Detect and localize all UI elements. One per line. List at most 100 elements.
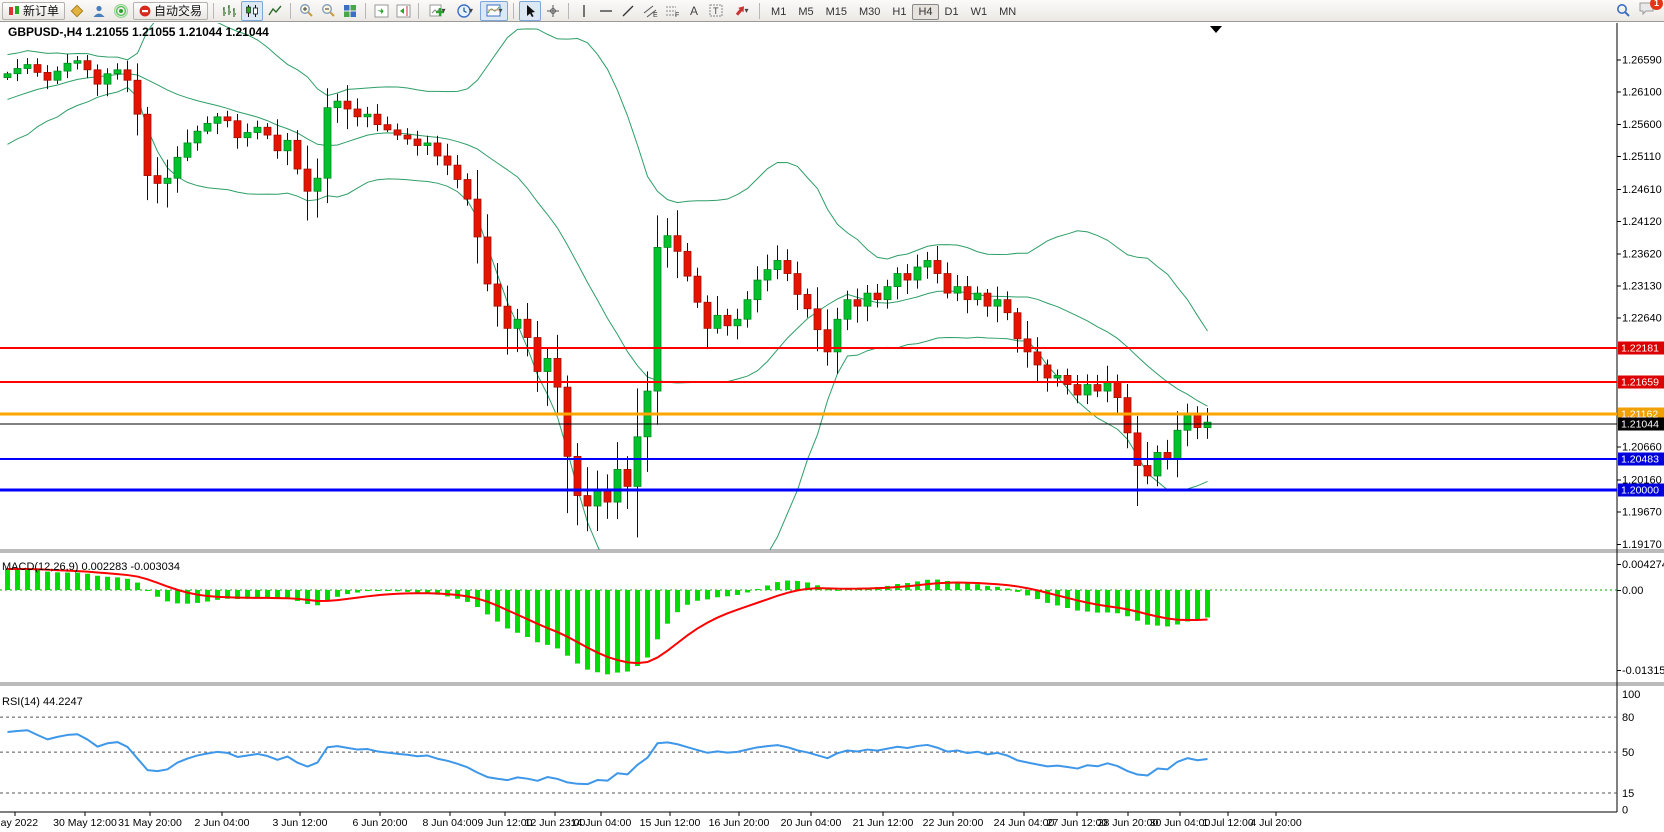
macd-axis-label: 0.00 <box>1622 585 1643 597</box>
fibonacci-tool-icon[interactable]: F <box>662 2 682 20</box>
price-axis-label: 1.25600 <box>1622 119 1662 131</box>
svg-text:F: F <box>675 12 679 18</box>
macd-axis-label: -0.013153 <box>1622 665 1664 677</box>
time-axis-label: 16 Jun 20:00 <box>709 817 770 829</box>
time-axis-label: 2 Jun 04:00 <box>195 817 250 829</box>
svg-text:1.22181: 1.22181 <box>1621 343 1659 355</box>
time-axis-label: 12 Jun 23:00 <box>525 817 586 829</box>
time-axis-label: 9 Jun 12:00 <box>478 817 533 829</box>
timeframe-M5[interactable]: M5 <box>798 5 814 18</box>
svg-text:E: E <box>653 12 658 18</box>
timeframe-W1[interactable]: W1 <box>970 5 988 18</box>
channel-tool-icon[interactable]: E <box>640 2 660 20</box>
timeframe-M15[interactable]: M15 <box>825 5 847 18</box>
auto-trading-label: 自动交易 <box>154 4 203 18</box>
timeframe-D1[interactable]: D1 <box>944 5 959 18</box>
macd-label: MACD(12,26,9) 0.002283 -0.003034 <box>2 561 180 573</box>
trendline-tool-icon[interactable] <box>618 2 638 20</box>
toolbar: 新订单 自动交易 ▾ <box>0 0 1664 22</box>
time-axis-label: 15 Jun 12:00 <box>640 817 701 829</box>
order-candles-icon <box>9 5 19 15</box>
time-axis-label: 1 Jul 12:00 <box>1202 817 1254 829</box>
svg-text:1.21659: 1.21659 <box>1621 377 1659 389</box>
price-badge-1.21044: 1.21044 <box>1618 417 1664 431</box>
timeframe-MN[interactable]: MN <box>999 5 1017 18</box>
line-chart-type-icon[interactable] <box>265 2 285 20</box>
time-axis-label: 30 Jun 04:00 <box>1150 817 1211 829</box>
time-axis-label: 3 Jun 12:00 <box>273 817 328 829</box>
price-axis-label: 1.24610 <box>1622 184 1662 196</box>
price-axis-label: 1.26100 <box>1622 86 1662 98</box>
market-icon[interactable] <box>67 2 87 20</box>
periods-button[interactable]: ▾ <box>452 2 478 20</box>
zoom-out-icon[interactable] <box>318 2 338 20</box>
price-axis-label: 1.23620 <box>1622 248 1662 260</box>
chart-shift-icon[interactable] <box>393 2 413 20</box>
tile-windows-icon[interactable] <box>340 2 360 20</box>
cursor-icon[interactable] <box>519 0 542 21</box>
new-chart-button[interactable]: ▾ <box>424 2 450 20</box>
rsi-axis-label: 50 <box>1622 747 1634 759</box>
svg-text:1.20000: 1.20000 <box>1621 485 1659 497</box>
community-icon[interactable] <box>89 2 109 20</box>
timeframe-H4[interactable]: H4 <box>912 3 939 20</box>
macd-pane <box>0 568 1617 675</box>
time-axis-label: 27 Jun 12:00 <box>1047 817 1108 829</box>
templates-button[interactable]: ▾ <box>480 0 509 21</box>
price-axis-label: 1.23130 <box>1622 280 1662 292</box>
price-badge-1.22181: 1.22181 <box>1618 341 1664 355</box>
svg-text:1.20483: 1.20483 <box>1621 454 1659 466</box>
text-tool-icon[interactable]: A <box>684 2 704 20</box>
timeframe-group: M1 M5 M15 M30 H1 H4 D1 W1 MN <box>765 2 1022 20</box>
vertical-line-tool-icon[interactable] <box>574 2 594 20</box>
horizontal-line-tool-icon[interactable] <box>596 2 616 20</box>
time-axis-label: 28 Jun 20:00 <box>1098 817 1159 829</box>
search-icon[interactable] <box>1613 2 1633 20</box>
price-axis-label: 1.25110 <box>1622 151 1661 163</box>
auto-scroll-icon[interactable] <box>371 2 391 20</box>
time-axis-label: May 2022 <box>0 817 38 829</box>
price-axis-label: 1.24120 <box>1622 216 1662 228</box>
price-badge-1.21659: 1.21659 <box>1618 375 1664 389</box>
timeframe-H1[interactable]: H1 <box>892 5 907 18</box>
time-axis-label: 4 Jul 20:00 <box>1250 817 1302 829</box>
rsi-axis-label: 80 <box>1622 712 1634 724</box>
time-axis-label: 20 Jun 04:00 <box>781 817 842 829</box>
price-axis-label: 1.19670 <box>1622 506 1662 518</box>
arrows-tool-icon[interactable]: ▾ <box>728 2 754 20</box>
price-badge-1.20000: 1.20000 <box>1618 483 1664 497</box>
candlestick-chart-type-icon[interactable] <box>241 0 264 21</box>
bar-chart-type-icon[interactable] <box>219 2 239 20</box>
new-order-button[interactable]: 新订单 <box>2 1 66 20</box>
price-axis-label: 1.22640 <box>1622 312 1662 324</box>
price-axis-label: 1.19170 <box>1622 539 1662 551</box>
auto-trading-button[interactable]: 自动交易 <box>133 1 209 20</box>
crosshair-icon[interactable] <box>543 2 563 20</box>
chart-ohlc-title: GBPUSD-,H4 1.21055 1.21055 1.21044 1.210… <box>8 25 269 39</box>
time-axis-label: 22 Jun 20:00 <box>923 817 984 829</box>
time-axis-label: 24 Jun 04:00 <box>994 817 1055 829</box>
shift-marker[interactable] <box>1210 26 1222 33</box>
time-axis-label: 14 Jun 04:00 <box>571 817 632 829</box>
time-axis-label: 31 May 20:00 <box>118 817 182 829</box>
signals-icon[interactable] <box>111 2 131 20</box>
time-axis-label: 6 Jun 20:00 <box>353 817 408 829</box>
price-axis-label: 1.20660 <box>1622 442 1662 454</box>
timeframe-M30[interactable]: M30 <box>859 5 881 18</box>
chat-button[interactable]: 1 <box>1639 0 1663 21</box>
text-label-tool-icon[interactable]: T <box>706 2 726 20</box>
svg-text:1.21044: 1.21044 <box>1621 419 1659 431</box>
rsi-axis-label: 100 <box>1622 689 1640 701</box>
time-axis-label: 21 Jun 12:00 <box>853 817 914 829</box>
new-order-label: 新订单 <box>23 4 60 18</box>
zoom-in-icon[interactable] <box>296 2 316 20</box>
rsi-axis-label: 0 <box>1622 805 1628 817</box>
price-axis-label: 1.26590 <box>1622 55 1662 67</box>
rsi-pane <box>0 716 1617 794</box>
price-badge-1.20483: 1.20483 <box>1618 452 1664 466</box>
time-axis-label: 30 May 12:00 <box>53 817 117 829</box>
time-axis-label: 8 Jun 04:00 <box>423 817 478 829</box>
timeframe-M1[interactable]: M1 <box>771 5 787 18</box>
rsi-axis-label: 15 <box>1622 788 1634 800</box>
